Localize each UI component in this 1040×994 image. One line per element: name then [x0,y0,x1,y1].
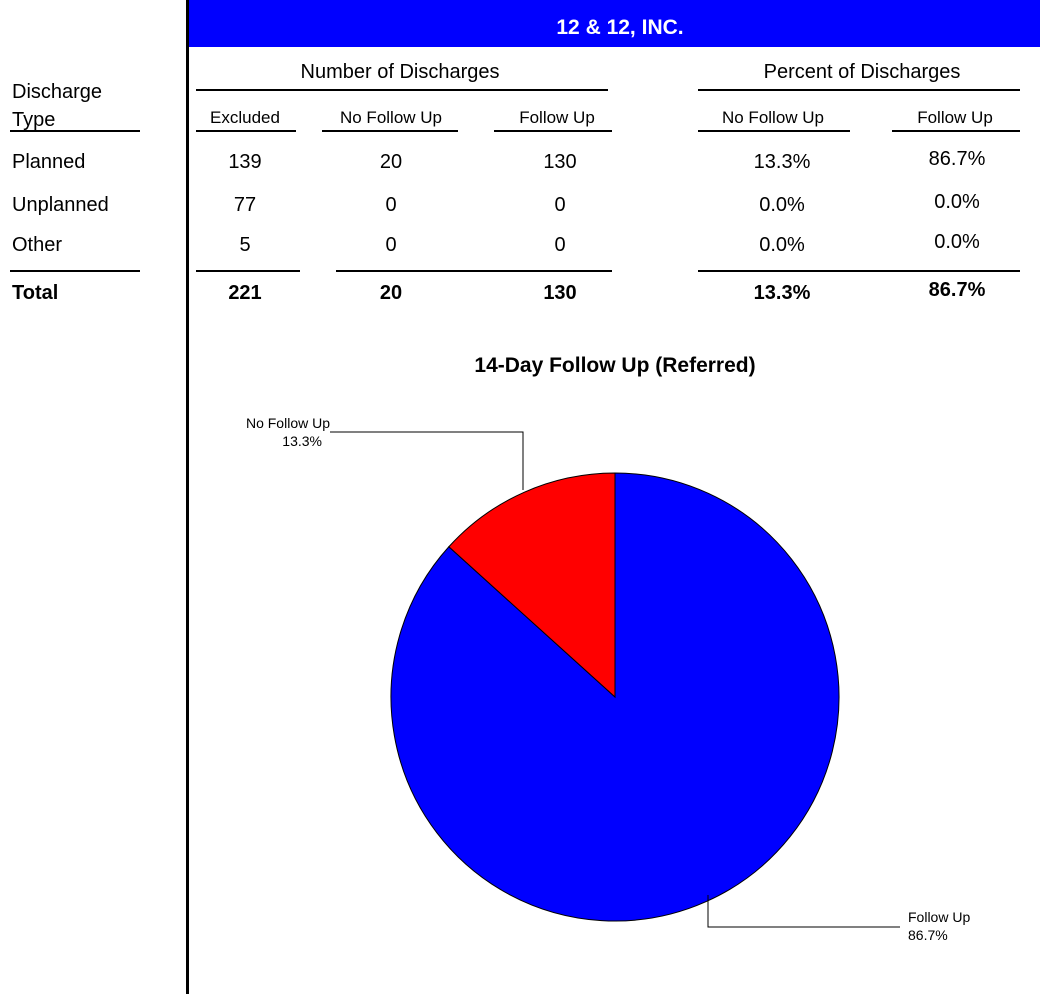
cell: 20 [379,151,403,173]
rule [196,130,296,132]
slice-value-label: 13.3% [282,433,322,449]
cell: 5 [239,234,251,256]
column-header: Excluded [210,108,280,127]
rule [892,130,1020,132]
rule [698,270,1020,272]
report-title: 12 & 12, INC. [556,16,684,39]
cell: 0 [554,234,566,256]
row-label: Planned [12,151,86,173]
cell: 77 [233,194,257,216]
title-bar [188,0,1040,47]
cell: 0.0% [934,191,980,213]
slice-value-label: 86.7% [908,927,948,943]
cell: 0.0% [934,231,980,253]
total-cell: 221 [228,282,262,304]
cell: 86.7% [928,148,986,170]
rule [336,270,612,272]
chart-title: 14-Day Follow Up (Referred) [474,354,755,377]
vertical-rule [186,0,189,994]
leader-line [330,431,524,490]
cell: 0 [554,194,566,216]
cell: 139 [228,151,262,173]
cell: 0 [385,234,397,256]
cell: 13.3% [753,151,811,173]
rule [196,270,300,272]
total-cell: 86.7% [928,279,986,301]
slice-label: No Follow Up [246,415,330,431]
cell: 0.0% [759,194,805,216]
total-label: Total [12,282,59,304]
rule [698,130,850,132]
column-header: No Follow Up [721,108,825,127]
cell: 0.0% [759,234,805,256]
total-cell: 20 [379,282,403,304]
rule [698,89,1020,91]
column-header: Follow Up [519,108,595,127]
cell: 130 [543,151,577,173]
total-cell: 13.3% [753,282,811,304]
rule [196,89,608,91]
column-header: No Follow Up [339,108,443,127]
slice-label: Follow Up [908,909,970,925]
row-label: Unplanned [12,194,109,216]
rule [322,130,458,132]
rule [10,130,140,132]
column-header: Follow Up [917,108,993,127]
group-header: Number of Discharges [300,61,500,83]
rule [10,270,140,272]
group-header: Percent of Discharges [763,61,961,83]
cell: 0 [385,194,397,216]
pie-slice [448,472,616,699]
row-header: Discharge Type [12,81,103,131]
leader-line [707,895,900,928]
rule [494,130,612,132]
total-cell: 130 [543,282,577,304]
row-label: Other [12,234,63,256]
pie-slice [390,472,840,922]
